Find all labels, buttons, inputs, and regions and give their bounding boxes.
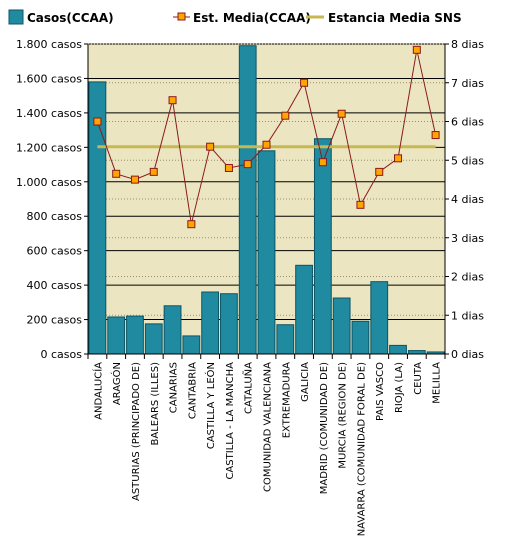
left-tick-label: 800 casos <box>27 210 83 223</box>
right-tick-label: 4 dias <box>451 193 484 206</box>
bar <box>389 344 407 355</box>
line-point <box>300 78 309 87</box>
category-label: ASTURIAS (PRINCIPADO DE) <box>131 362 142 501</box>
bar <box>163 305 182 355</box>
line-point <box>93 117 102 126</box>
bar <box>238 45 257 355</box>
bar <box>107 316 126 355</box>
line-point <box>262 140 271 149</box>
category-label: MURCIA (REGION DE) <box>338 362 349 469</box>
left-tick-label: 1.800 casos <box>16 38 82 51</box>
line-point <box>168 96 177 105</box>
category-label: CANTABRIA <box>187 362 198 419</box>
category-label: CATALUÑA <box>242 362 255 414</box>
line-point <box>412 45 421 54</box>
line-point <box>206 142 215 151</box>
category-labels: ANDALUCÍA ARAGÓN ASTURIAS (PRINCIPADO DE) B… <box>91 362 442 536</box>
legend-label-casos: Casos(CCAA) <box>27 11 114 25</box>
line-series <box>93 45 440 229</box>
category-label: ANDALUCÍA <box>91 362 104 420</box>
line-point <box>337 109 346 118</box>
line-point <box>318 158 327 167</box>
category-label: CANARIAS <box>169 362 180 413</box>
category-label: MELILLA <box>432 362 443 404</box>
bar <box>313 138 332 355</box>
bar <box>295 264 313 355</box>
category-label: EXTREMADURA <box>281 362 292 438</box>
left-tick-label: 400 casos <box>27 279 83 292</box>
line-point <box>149 167 158 176</box>
line-point <box>431 131 440 140</box>
right-tick-label: 7 dias <box>451 77 484 90</box>
right-tick-label: 3 dias <box>451 232 484 245</box>
right-tick-label: 8 dias <box>451 38 484 51</box>
category-label: RIOJA (LA) <box>394 362 405 413</box>
category-label: COMUNIDAD VALENCIANA <box>263 362 274 492</box>
line-point <box>187 220 196 229</box>
line-point <box>224 164 233 172</box>
category-label: GALICIA <box>300 362 311 402</box>
legend-swatch-casos <box>8 9 24 25</box>
bar <box>276 324 295 355</box>
right-tick-label: 0 dias <box>451 348 484 361</box>
bar <box>220 293 238 355</box>
category-label: CASTILLA Y LEÓN <box>204 362 217 449</box>
bar <box>351 320 370 355</box>
left-tick-label: 1.000 casos <box>16 176 82 189</box>
legend-marker-est-media <box>177 12 186 21</box>
legend: Casos(CCAA) Est. Media(CCAA) Estancia Me… <box>8 9 462 25</box>
line-point <box>356 200 365 209</box>
left-tick-label: 0 casos <box>41 348 83 361</box>
category-label: MADRID (COMUNIDAD DE) <box>319 362 330 494</box>
bar <box>257 150 276 355</box>
category-label: NAVARRA (COMUNIDAD FORAL DE) <box>356 362 367 536</box>
line-point <box>112 169 121 178</box>
left-tick-label: 200 casos <box>27 314 83 327</box>
line-point <box>375 167 384 176</box>
right-tick-label: 5 dias <box>451 154 484 167</box>
line-point <box>394 154 403 163</box>
left-axis-ticks: 0 casos 200 casos 400 casos 600 casos 800 ca… <box>16 38 88 361</box>
right-axis-ticks: 0 dias 1 dias 2 dias 3 dias 4 dias 5 dias 6 di… <box>445 38 484 361</box>
bar-series <box>88 45 445 355</box>
category-label: ARAGÓN <box>110 362 123 405</box>
line-point <box>130 175 139 184</box>
right-tick-label: 6 dias <box>451 116 484 129</box>
legend-label-sns: Estancia Media SNS <box>328 11 462 25</box>
bar <box>182 335 201 355</box>
bar <box>144 323 163 355</box>
axes <box>84 44 449 359</box>
bar <box>126 315 144 355</box>
right-tick-label: 1 dias <box>451 309 484 322</box>
left-tick-label: 600 casos <box>27 245 83 258</box>
category-label: PAIS VASCO <box>375 362 386 421</box>
category-label: CEUTA <box>413 362 424 395</box>
category-label: BALEARS (ILLES) <box>150 362 161 446</box>
bar <box>407 350 426 355</box>
left-tick-label: 1.400 casos <box>16 107 82 120</box>
legend-label-est-media: Est. Media(CCAA) <box>193 11 311 25</box>
left-tick-label: 1.200 casos <box>16 141 82 154</box>
bar <box>201 291 220 355</box>
line-point <box>281 111 290 120</box>
right-tick-label: 2 dias <box>451 271 484 284</box>
bar <box>370 281 389 355</box>
line-point <box>243 160 252 169</box>
bar <box>332 297 351 355</box>
left-tick-label: 1.600 casos <box>16 72 82 85</box>
category-label: CASTILLA - LA MANCHA <box>225 362 236 480</box>
